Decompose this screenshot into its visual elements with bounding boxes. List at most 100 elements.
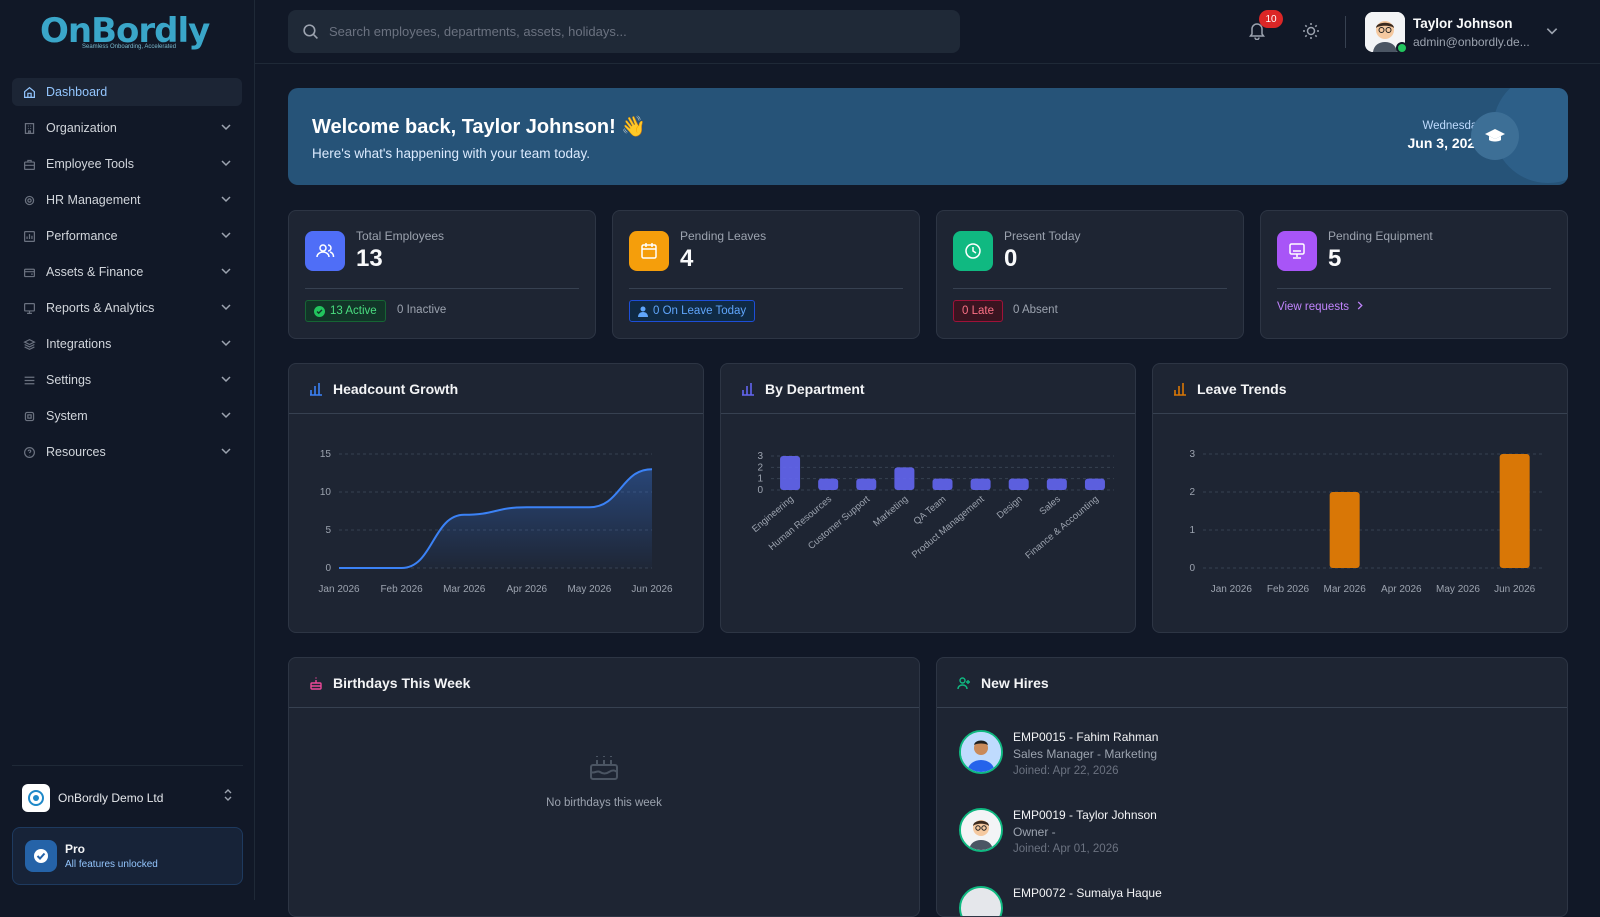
user-plus-icon [957,676,971,690]
sidebar-item-reports-analytics[interactable]: Reports & Analytics [12,294,242,322]
search-input[interactable]: Search employees, departments, assets, h… [329,24,627,39]
x-tick-label: Human Resources [767,494,835,553]
sidebar-item-label: Integrations [46,337,112,351]
status-badge: 0 Late [953,300,1003,322]
x-tick-label: QA Team [912,494,949,527]
plan-card[interactable]: Pro All features unlocked [12,827,243,885]
bar [1084,478,1105,490]
sidebar-item-employee-tools[interactable]: Employee Tools [12,150,242,178]
sidebar-item-system[interactable]: System [12,402,242,430]
x-tick-label: Jun 2026 [1494,584,1536,595]
building-icon [22,121,36,135]
bar [780,456,801,490]
sidebar-item-resources[interactable]: Resources [12,438,242,466]
sidebar-nav: Dashboard Organization Employee Tools HR… [0,78,254,466]
home-icon [22,85,36,99]
hire-title: EMP0019 - Taylor Johnson [1013,808,1157,822]
bell-icon[interactable] [1247,20,1269,42]
chevron-down-icon [220,121,232,136]
bar-chart-icon [1173,382,1187,396]
chevron-down-icon [220,301,232,316]
x-tick-label: May 2026 [1436,584,1480,595]
sidebar-item-dashboard[interactable]: Dashboard [12,78,242,106]
sidebar-item-assets-finance[interactable]: Assets & Finance [12,258,242,286]
chevron-down-icon [220,409,232,424]
y-tick-label: 3 [1189,449,1195,460]
y-tick-label: 0 [325,563,331,574]
panel-header: Leave Trends [1153,364,1567,414]
x-tick-label: Mar 2026 [443,584,486,595]
sidebar-item-label: HR Management [46,193,141,207]
area-fill [339,469,652,568]
panel-header: By Department [721,364,1135,414]
x-tick-label: Jun 2026 [631,584,673,595]
sidebar-item-organization[interactable]: Organization [12,114,242,142]
stat-card-leaves[interactable]: Pending Leaves 4 0 On Leave Today [612,210,920,339]
divider [1277,288,1551,289]
sidebar-item-hr-management[interactable]: HR Management [12,186,242,214]
avatar [959,730,1003,774]
y-tick-label: 10 [320,487,332,498]
stat-card-employees[interactable]: Total Employees 13 13 Active 0 Inactive [288,210,596,339]
bar [932,478,953,490]
hire-joined: Joined: Apr 22, 2026 [1013,765,1119,777]
y-tick-label: 2 [757,462,763,473]
hire-joined: Joined: Apr 01, 2026 [1013,843,1119,855]
organization-switcher[interactable]: OnBordly Demo Ltd [12,765,243,829]
y-tick-label: 15 [320,449,332,460]
brand-logo[interactable]: OnBordly Seamless Onboarding, Accelerate… [0,0,254,62]
sidebar-item-label: Dashboard [46,85,108,99]
chip-text: 13 Active [330,305,377,317]
layers-icon [22,337,36,351]
sidebar-item-settings[interactable]: Settings [12,366,242,394]
bar [818,478,839,490]
brand-name: OnBordly [40,11,210,51]
search-bar[interactable]: Search employees, departments, assets, h… [288,10,960,53]
sun-icon[interactable] [1301,21,1321,46]
badge-check-icon [25,840,57,872]
sidebar-item-label: Reports & Analytics [46,301,155,315]
notification-badge: 10 [1259,10,1283,28]
panel-header: Birthdays This Week [289,658,919,708]
stat-card-present[interactable]: Present Today 0 0 Late 0 Absent [936,210,1244,339]
stat-value: 13 [356,245,383,272]
chevron-down-icon[interactable] [1545,24,1559,43]
leave-chart: 0 1 2 3 Jan 2026 Feb 2026 Mar 2026 Apr 2026 May … [1189,449,1543,595]
stat-label: Pending Leaves [680,229,767,243]
divider [1345,16,1346,48]
hire-role: Owner - [1013,825,1056,839]
x-tick-label: Sales [1037,494,1062,518]
stat-label: Pending Equipment [1328,229,1433,243]
y-tick-label: 1 [757,474,763,485]
view-requests-link[interactable]: View requests [1277,301,1364,313]
empty-text: No birthdays this week [546,797,662,809]
org-logo [22,783,50,812]
user-email: admin@onbordly.de... [1413,34,1530,49]
list-item[interactable]: EMP0072 - Sumaiya Haque [959,886,1162,916]
stat-label: Present Today [1004,229,1081,243]
birthdays-panel: Birthdays This Week No birthdays this we… [288,657,920,917]
plan-title: Pro [65,842,86,856]
x-tick-label: Feb 2026 [380,584,423,595]
y-tick-label: 2 [1189,487,1195,498]
chevron-down-icon [220,193,232,208]
check-circle-icon [314,305,325,317]
sidebar-item-integrations[interactable]: Integrations [12,330,242,358]
cake-icon [586,756,622,788]
panel-title: Leave Trends [1197,380,1287,397]
list-item[interactable]: EMP0015 - Fahim Rahman Sales Manager - M… [959,730,1158,777]
user-menu[interactable]: Taylor Johnson admin@onbordly.de... [1365,10,1565,54]
graduation-cap-icon [1471,112,1519,160]
chevron-right-icon [1356,301,1364,313]
stat-value: 0 [1004,245,1018,272]
online-status-dot [1396,42,1408,54]
x-tick-label: Jan 2026 [1211,584,1253,595]
sidebar-item-label: Organization [46,121,117,135]
hire-title: EMP0015 - Fahim Rahman [1013,730,1159,744]
list-item[interactable]: EMP0019 - Taylor Johnson Owner - Joined:… [959,808,1157,855]
plan-subtitle: All features unlocked [65,859,158,870]
toolbox-icon [22,157,36,171]
y-tick-label: 1 [1189,525,1195,536]
stat-card-equipment[interactable]: Pending Equipment 5 View requests [1260,210,1568,339]
sidebar-item-performance[interactable]: Performance [12,222,242,250]
